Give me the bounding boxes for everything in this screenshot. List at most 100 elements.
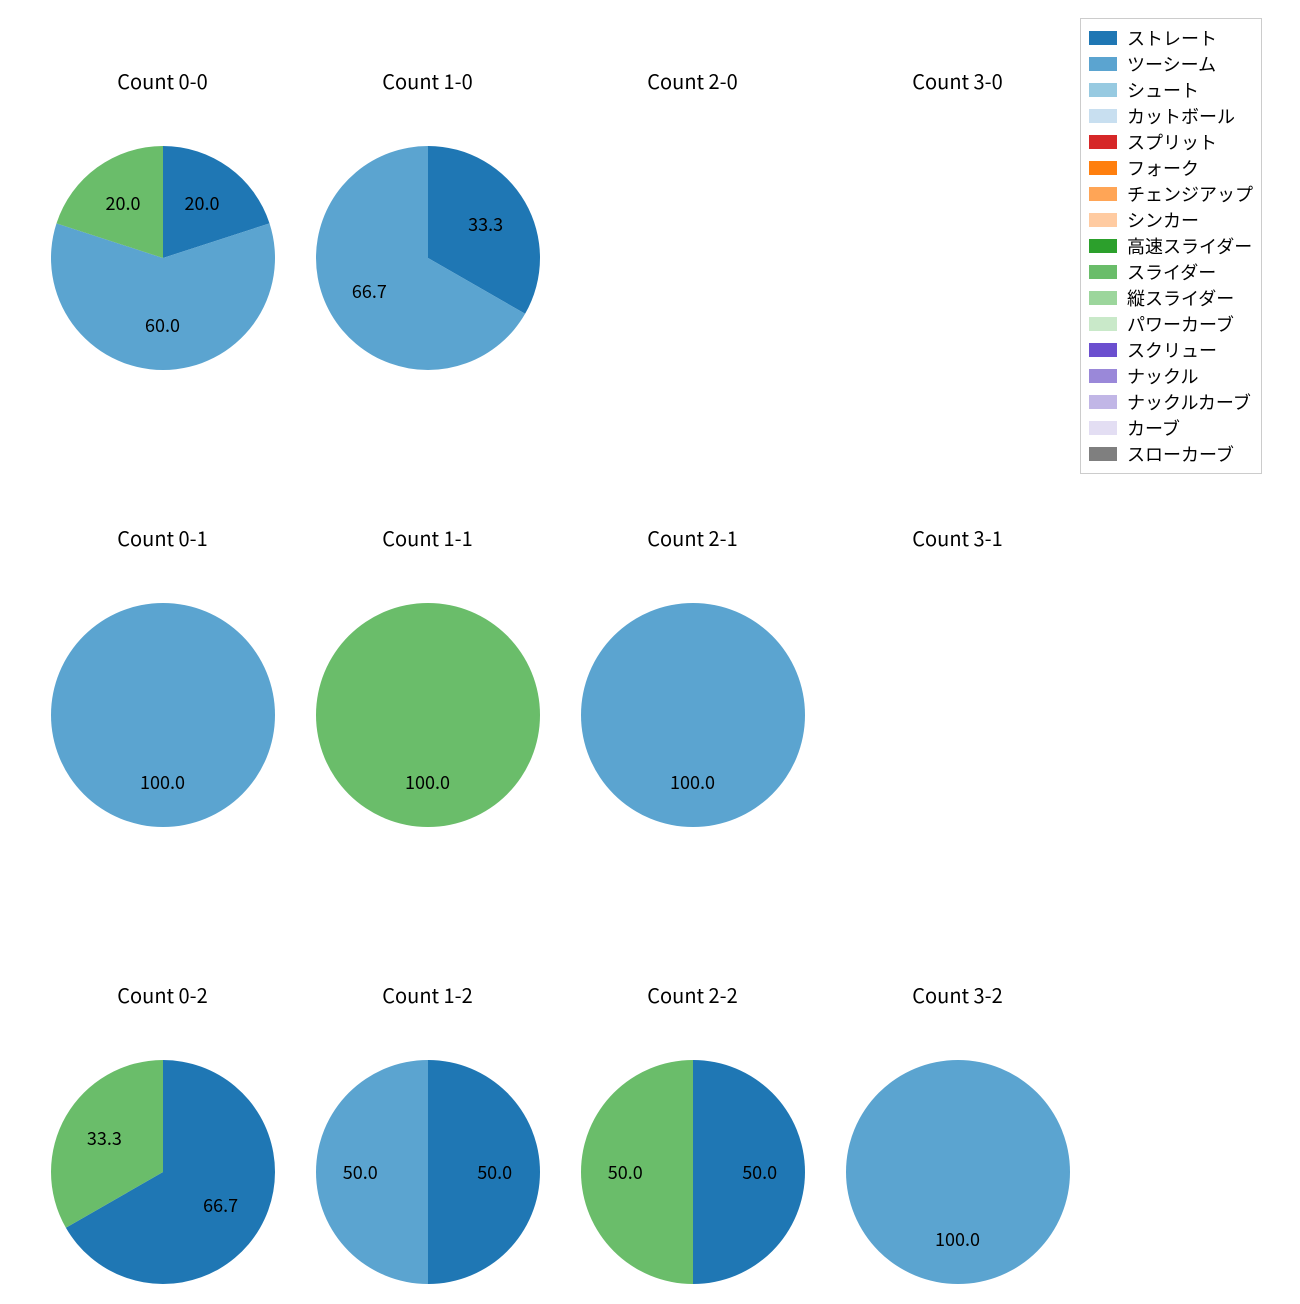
- pie-panel: Count 1-1100.0: [295, 582, 560, 847]
- slice-label: 20.0: [184, 190, 219, 216]
- slice-label: 20.0: [106, 190, 141, 216]
- legend-item: パワーカーブ: [1089, 311, 1253, 337]
- legend-label: フォーク: [1127, 155, 1199, 181]
- panel-title: Count 0-1: [30, 523, 295, 552]
- slice-label: 100.0: [670, 769, 715, 795]
- legend-label: カーブ: [1127, 415, 1180, 441]
- legend-swatch: [1089, 213, 1117, 227]
- slice-label: 50.0: [608, 1159, 643, 1185]
- legend-item: スプリット: [1089, 129, 1253, 155]
- legend-label: カットボール: [1127, 103, 1235, 129]
- legend-item: シンカー: [1089, 207, 1253, 233]
- slice-label: 60.0: [145, 312, 180, 338]
- legend-item: チェンジアップ: [1089, 181, 1253, 207]
- legend-item: 高速スライダー: [1089, 233, 1253, 259]
- pie-chart: 50.0 50.0: [581, 1060, 805, 1284]
- pie-chart: 100.0: [581, 603, 805, 827]
- legend-label: 高速スライダー: [1127, 233, 1252, 259]
- legend-item: ナックルカーブ: [1089, 389, 1253, 415]
- legend-swatch: [1089, 395, 1117, 409]
- legend-item: カーブ: [1089, 415, 1253, 441]
- legend-label: ツーシーム: [1127, 51, 1216, 77]
- legend-item: カットボール: [1089, 103, 1253, 129]
- pie-chart: 50.0 50.0: [316, 1060, 540, 1284]
- legend-label: パワーカーブ: [1127, 311, 1234, 337]
- panel-title: Count 2-2: [560, 980, 825, 1009]
- pie-panel: Count 0-266.733.3: [30, 1039, 295, 1304]
- chart-grid: Count 0-0 20.0 60.0 20.0 Count 1-0 33.3 66.7 Co…: [0, 0, 1300, 1300]
- legend-swatch: [1089, 161, 1117, 175]
- legend-item: ナックル: [1089, 363, 1253, 389]
- pie-panel: Count 3-2100.0: [825, 1039, 1090, 1304]
- legend-swatch: [1089, 135, 1117, 149]
- legend-item: スライダー: [1089, 259, 1253, 285]
- pie-chart: 33.3 66.7: [316, 146, 540, 370]
- pie-chart: 100.0: [316, 603, 540, 827]
- panel-title: Count 1-1: [295, 523, 560, 552]
- legend-swatch: [1089, 343, 1117, 357]
- panel-title: Count 2-0: [560, 66, 825, 95]
- panel-title: Count 1-0: [295, 66, 560, 95]
- slice-label: 100.0: [140, 769, 185, 795]
- pie-chart: 100.0: [51, 603, 275, 827]
- legend-swatch: [1089, 291, 1117, 305]
- legend-swatch: [1089, 187, 1117, 201]
- slice-label: 66.7: [352, 278, 387, 304]
- legend-label: シンカー: [1127, 207, 1199, 233]
- legend-item: ツーシーム: [1089, 51, 1253, 77]
- legend-label: ナックル: [1127, 363, 1198, 389]
- pie-panel: Count 1-033.366.7: [295, 125, 560, 390]
- pie-chart: 66.7 33.3: [51, 1060, 275, 1284]
- slice-label: 33.3: [87, 1125, 122, 1151]
- legend-swatch: [1089, 421, 1117, 435]
- slice-label: 100.0: [405, 769, 450, 795]
- panel-title: Count 0-0: [30, 66, 295, 95]
- legend-label: スプリット: [1127, 129, 1217, 155]
- legend-label: スクリュー: [1127, 337, 1217, 363]
- legend-label: 縦スライダー: [1127, 285, 1234, 311]
- legend-label: シュート: [1127, 77, 1199, 103]
- legend-label: ストレート: [1127, 25, 1217, 51]
- legend-swatch: [1089, 31, 1117, 45]
- pie-panel: Count 3-0: [825, 125, 1090, 390]
- slice-label: 50.0: [343, 1159, 378, 1185]
- panel-title: Count 3-0: [825, 66, 1090, 95]
- legend-item: スクリュー: [1089, 337, 1253, 363]
- panel-title: Count 1-2: [295, 980, 560, 1009]
- legend-item: ストレート: [1089, 25, 1253, 51]
- legend-item: シュート: [1089, 77, 1253, 103]
- legend-swatch: [1089, 265, 1117, 279]
- slice-label: 66.7: [203, 1192, 238, 1218]
- panel-title: Count 3-1: [825, 523, 1090, 552]
- pie-panel: Count 2-0: [560, 125, 825, 390]
- slice-label: 50.0: [742, 1159, 777, 1185]
- legend-label: ナックルカーブ: [1127, 389, 1251, 415]
- legend-item: スローカーブ: [1089, 441, 1253, 467]
- pie-panel: Count 3-1: [825, 582, 1090, 847]
- legend: ストレートツーシームシュートカットボールスプリットフォークチェンジアップシンカー…: [1080, 18, 1262, 474]
- panel-title: Count 3-2: [825, 980, 1090, 1009]
- legend-label: スライダー: [1127, 259, 1216, 285]
- slice-label: 33.3: [468, 211, 503, 237]
- legend-swatch: [1089, 239, 1117, 253]
- pie-panel: Count 2-250.050.0: [560, 1039, 825, 1304]
- legend-swatch: [1089, 317, 1117, 331]
- pie-chart: 100.0: [846, 1060, 1070, 1284]
- slice-label: 50.0: [477, 1159, 512, 1185]
- legend-label: チェンジアップ: [1127, 181, 1253, 207]
- pie-panel: Count 2-1100.0: [560, 582, 825, 847]
- slice-label: 100.0: [935, 1226, 980, 1252]
- pie-panel: Count 0-020.060.020.0: [30, 125, 295, 390]
- legend-swatch: [1089, 57, 1117, 71]
- legend-item: 縦スライダー: [1089, 285, 1253, 311]
- legend-label: スローカーブ: [1127, 441, 1234, 467]
- panel-title: Count 2-1: [560, 523, 825, 552]
- legend-swatch: [1089, 447, 1117, 461]
- panel-title: Count 0-2: [30, 980, 295, 1009]
- pie-panel: Count 0-1100.0: [30, 582, 295, 847]
- pie-chart: 20.0 60.0 20.0: [51, 146, 275, 370]
- pie-panel: Count 1-250.050.0: [295, 1039, 560, 1304]
- legend-swatch: [1089, 369, 1117, 383]
- legend-swatch: [1089, 83, 1117, 97]
- legend-swatch: [1089, 109, 1117, 123]
